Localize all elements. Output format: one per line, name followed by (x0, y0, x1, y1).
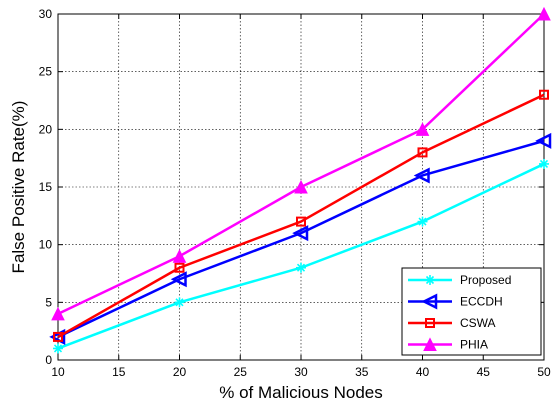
legend-entry-proposed: Proposed (408, 273, 511, 287)
data-point-phia (537, 6, 551, 21)
data-point-eccdh (535, 132, 552, 149)
legend: Proposed ECCDH CSWA PHIA (401, 267, 542, 356)
data-point-cswa (53, 331, 63, 342)
data-point-cswa (174, 262, 185, 273)
x-tick-label: 15 (112, 365, 126, 379)
series-cswa (53, 89, 549, 342)
y-tick-label: 0 (45, 353, 52, 367)
x-tick-label: 45 (477, 365, 491, 379)
legend-entry-phia: PHIA (408, 337, 488, 352)
y-tick-label: 10 (39, 238, 53, 252)
data-point-proposed (174, 297, 185, 308)
legend-marker (421, 293, 438, 310)
series-proposed (53, 158, 549, 354)
data-point-phia (172, 249, 187, 263)
y-axis-label: False Positive Rate(%) (9, 101, 28, 274)
series-phia (51, 6, 551, 321)
series-layer (49, 6, 552, 354)
data-point-phia (294, 179, 308, 194)
axis-ticks: 10 15 20 25 30 35 40 45 50 0 5 10 15 20 25 30 (39, 7, 551, 379)
data-point-proposed (539, 158, 549, 169)
data-point-cswa (296, 216, 306, 227)
data-point-cswa (417, 147, 428, 158)
series-line-eccdh (57, 139, 545, 339)
x-tick-label: 35 (355, 365, 369, 379)
legend-marker (425, 275, 435, 285)
data-point-proposed (53, 343, 63, 354)
x-tick-label: 25 (234, 365, 248, 379)
legend-entry-cswa: CSWA (408, 316, 496, 330)
y-tick-label: 25 (39, 65, 53, 79)
data-point-phia (51, 306, 65, 321)
legend-label: ECCDH (460, 295, 503, 309)
y-tick-label: 5 (45, 295, 52, 309)
data-point-eccdh (413, 167, 430, 184)
x-tick-label: 50 (537, 365, 551, 379)
legend-entry-eccdh: ECCDH (408, 293, 503, 310)
y-tick-label: 30 (39, 7, 53, 21)
y-tick-label: 20 (39, 122, 53, 136)
legend-marker (425, 318, 435, 328)
x-tick-label: 10 (51, 365, 65, 379)
series-line-cswa (57, 93, 545, 339)
x-tick-label: 30 (294, 365, 308, 379)
y-tick-label: 15 (39, 180, 53, 194)
legend-marker (423, 337, 437, 351)
data-point-phia (415, 122, 430, 136)
legend-box (401, 267, 542, 356)
data-point-cswa (539, 89, 549, 100)
x-axis-label: % of Malicious Nodes (219, 383, 382, 402)
x-tick-label: 40 (416, 365, 430, 379)
data-point-eccdh (170, 271, 187, 288)
legend-label: Proposed (460, 273, 511, 287)
legend-label: CSWA (460, 316, 496, 330)
legend-label: PHIA (460, 338, 488, 352)
data-point-proposed (296, 262, 306, 273)
data-point-eccdh (292, 225, 309, 242)
x-tick-label: 20 (173, 365, 187, 379)
data-point-proposed (417, 216, 428, 227)
